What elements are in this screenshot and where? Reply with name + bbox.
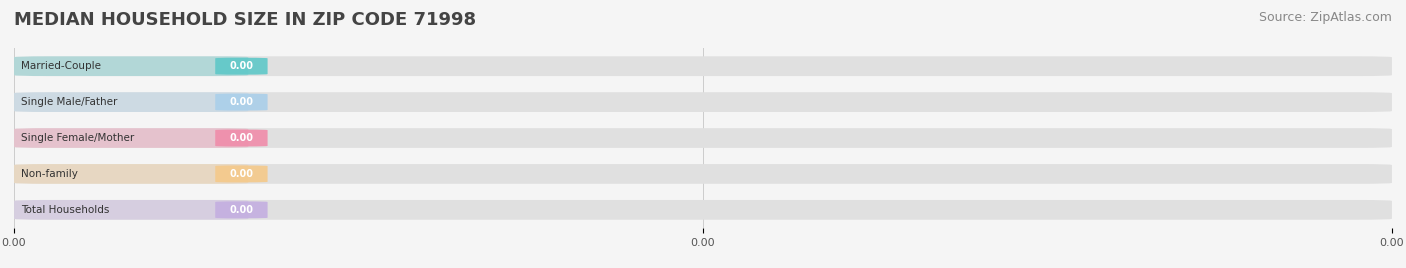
Text: Married-Couple: Married-Couple bbox=[21, 61, 101, 71]
FancyBboxPatch shape bbox=[14, 164, 249, 184]
FancyBboxPatch shape bbox=[14, 164, 1392, 184]
Text: MEDIAN HOUSEHOLD SIZE IN ZIP CODE 71998: MEDIAN HOUSEHOLD SIZE IN ZIP CODE 71998 bbox=[14, 11, 477, 29]
FancyBboxPatch shape bbox=[14, 56, 1392, 76]
FancyBboxPatch shape bbox=[215, 94, 267, 110]
Text: 0.00: 0.00 bbox=[229, 61, 253, 71]
Text: 0.00: 0.00 bbox=[229, 169, 253, 179]
FancyBboxPatch shape bbox=[215, 130, 267, 146]
FancyBboxPatch shape bbox=[14, 200, 1392, 220]
FancyBboxPatch shape bbox=[14, 200, 249, 220]
FancyBboxPatch shape bbox=[14, 128, 249, 148]
Text: Non-family: Non-family bbox=[21, 169, 77, 179]
FancyBboxPatch shape bbox=[215, 166, 267, 182]
Text: 0.00: 0.00 bbox=[229, 133, 253, 143]
Text: Single Female/Mother: Single Female/Mother bbox=[21, 133, 134, 143]
Text: 0.00: 0.00 bbox=[229, 97, 253, 107]
Text: 0.00: 0.00 bbox=[229, 205, 253, 215]
Text: Source: ZipAtlas.com: Source: ZipAtlas.com bbox=[1258, 11, 1392, 24]
FancyBboxPatch shape bbox=[14, 56, 249, 76]
FancyBboxPatch shape bbox=[14, 92, 1392, 112]
FancyBboxPatch shape bbox=[215, 58, 267, 75]
FancyBboxPatch shape bbox=[14, 92, 249, 112]
Text: Single Male/Father: Single Male/Father bbox=[21, 97, 117, 107]
FancyBboxPatch shape bbox=[14, 128, 1392, 148]
FancyBboxPatch shape bbox=[215, 202, 267, 218]
Text: Total Households: Total Households bbox=[21, 205, 110, 215]
